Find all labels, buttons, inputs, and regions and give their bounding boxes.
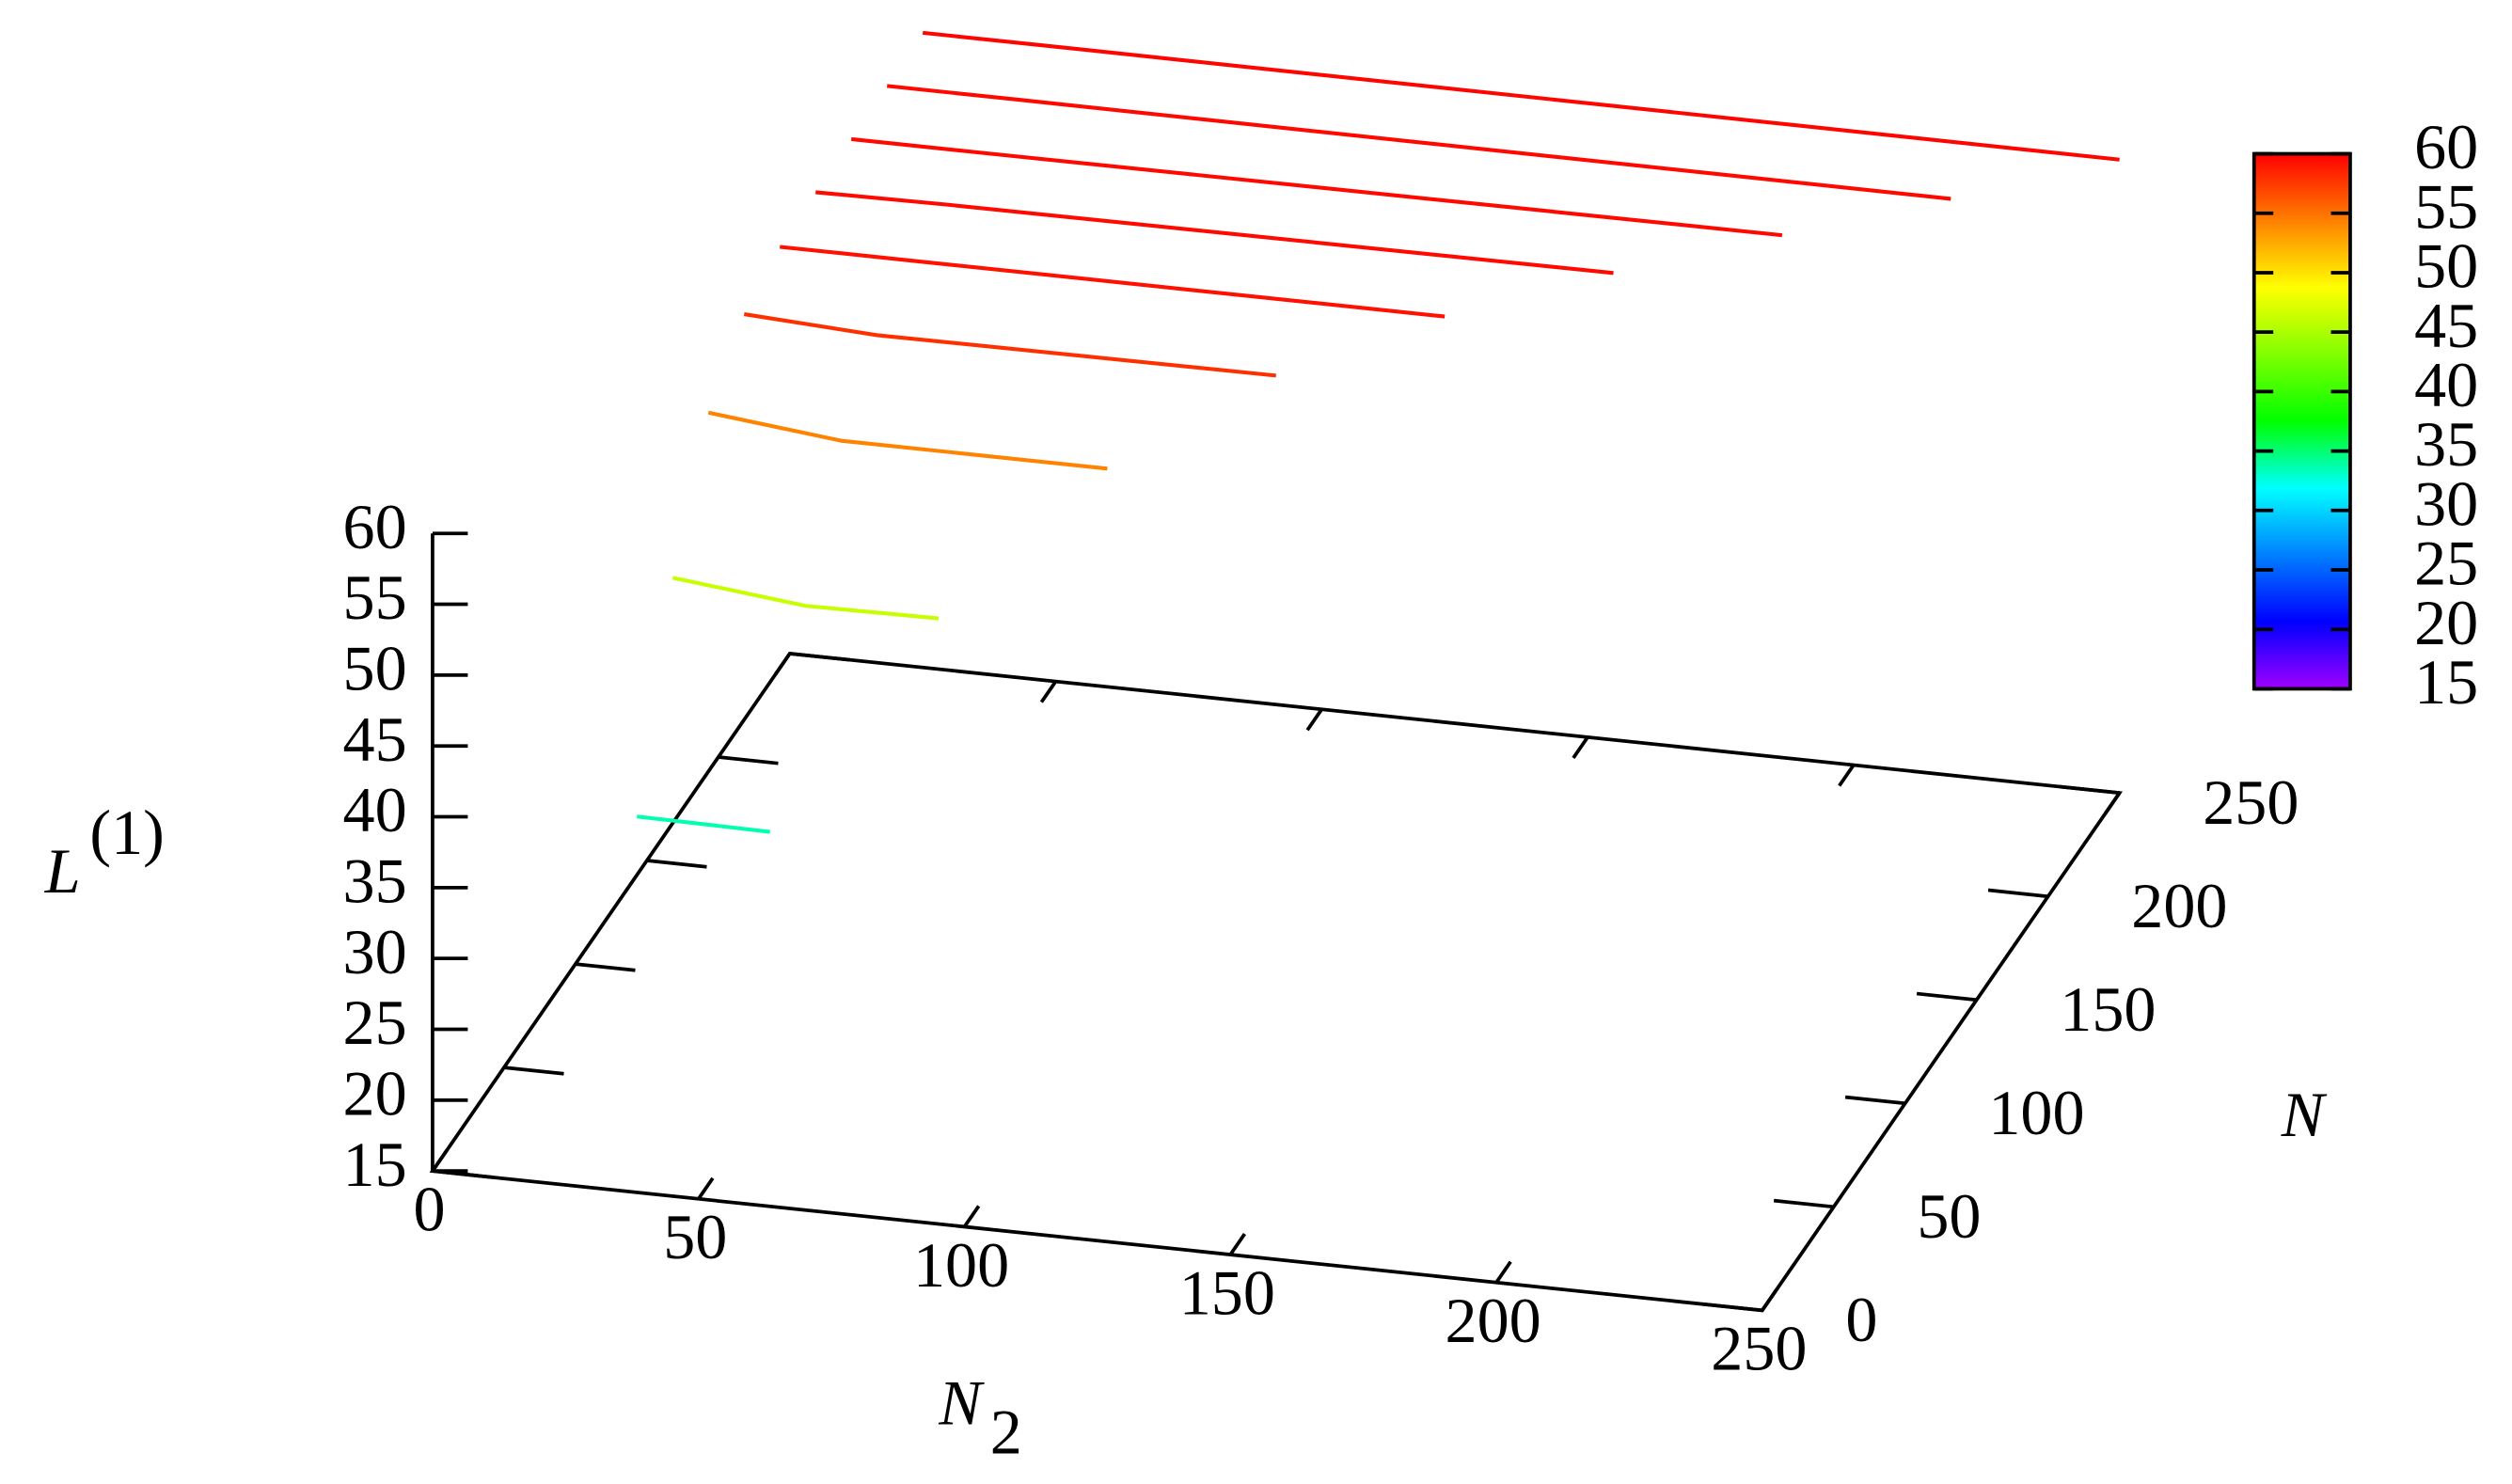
y-tick-mirror	[789, 652, 850, 662]
colorbar-tick-label: 20	[2414, 587, 2478, 658]
x-tick-mirror	[774, 652, 792, 676]
y-tick-label: 50	[1917, 1180, 1981, 1252]
colorbar-tick-label: 35	[2414, 408, 2478, 480]
z-tick-label: 55	[343, 561, 407, 633]
colorbar-tick-label: 45	[2414, 290, 2478, 361]
y-tick-label: 250	[2203, 766, 2299, 838]
colorbar-tick-label: 50	[2414, 230, 2478, 302]
z-tick-label: 45	[343, 703, 407, 775]
x-axis-title: N	[938, 1367, 985, 1439]
colorbar-tick-label: 60	[2414, 111, 2478, 182]
y-tick-label: 200	[2131, 870, 2227, 941]
series-line	[780, 245, 1446, 319]
z-tick-label: 35	[343, 845, 407, 916]
colorbar	[2251, 151, 2352, 691]
x-axis-title-sub: 2	[990, 1396, 1022, 1467]
y-tick-label: 0	[1845, 1284, 1877, 1355]
z-tick-label: 50	[343, 633, 407, 704]
y-tick-mirror	[718, 755, 779, 766]
y-tick	[1701, 1302, 1762, 1313]
series-line	[671, 576, 940, 621]
colorbar-tick-label: 55	[2414, 170, 2478, 242]
x-tick-label: 0	[413, 1173, 445, 1244]
series-line	[815, 190, 1614, 276]
colorbar-tick-label: 25	[2414, 528, 2478, 599]
x-tick-mirror	[1838, 764, 1856, 787]
series-line	[922, 30, 2120, 162]
y-tick-mirror	[646, 859, 707, 869]
x-tick-mirror	[1039, 680, 1058, 703]
z-tick-label: 15	[343, 1129, 407, 1200]
z-tick-label: 40	[343, 774, 407, 845]
series-line	[743, 312, 1276, 378]
x-tick	[1228, 1233, 1246, 1256]
x-tick-mirror	[1305, 708, 1323, 732]
x-tick-label: 250	[1711, 1313, 1807, 1384]
z-tick-label: 20	[343, 1057, 407, 1129]
y-tick-mirror	[432, 1169, 493, 1179]
y-tick	[1916, 991, 1977, 1002]
x-tick	[431, 1149, 449, 1173]
x-tick	[697, 1176, 715, 1200]
z-tick-label: 25	[343, 987, 407, 1058]
series-line	[886, 84, 1951, 201]
colorbar-tick-label: 30	[2414, 467, 2478, 539]
series-line	[707, 410, 1108, 471]
x-tick	[1761, 1288, 1778, 1312]
y-tick-mirror	[575, 962, 636, 972]
z-axis-title-sup: (1)	[89, 797, 164, 868]
y-tick	[1987, 888, 2048, 899]
series-line	[637, 814, 770, 834]
y-tick-label: 100	[1988, 1077, 2084, 1148]
y-tick-mirror	[503, 1066, 564, 1076]
x-tick-label: 150	[1179, 1256, 1275, 1328]
y-tick-label: 150	[2060, 973, 2156, 1045]
y-tick	[2059, 784, 2120, 796]
x-tick-mirror	[2103, 792, 2122, 815]
z-tick-label: 60	[343, 491, 407, 562]
x-tick-mirror	[1572, 735, 1589, 759]
x-tick-label: 100	[913, 1229, 1009, 1301]
x-tick	[962, 1205, 981, 1228]
y-tick	[1773, 1198, 1834, 1209]
series-line	[850, 136, 1783, 238]
x-tick-label: 200	[1446, 1285, 1541, 1356]
y-tick	[1844, 1095, 1905, 1106]
y-axis-title: N	[2281, 1079, 2328, 1150]
colorbar-tick-label: 40	[2414, 349, 2478, 420]
z-axis-title: L	[44, 835, 81, 907]
colorbar-tick-label: 15	[2414, 646, 2478, 718]
x-tick-label: 50	[663, 1201, 727, 1272]
x-tick	[1494, 1260, 1512, 1284]
z-tick-label: 30	[343, 916, 407, 987]
